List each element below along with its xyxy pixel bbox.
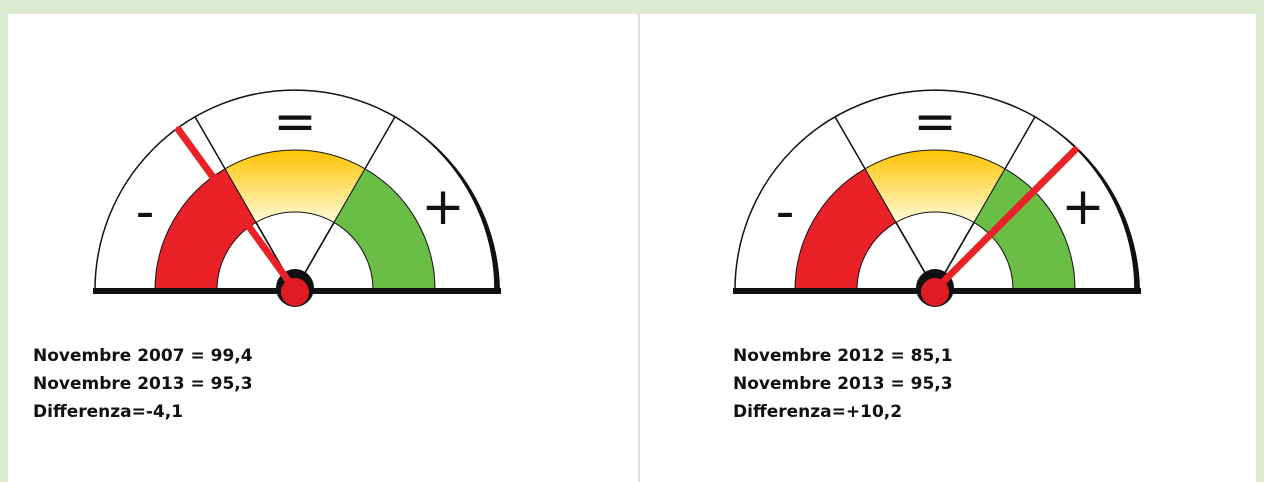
info-line: Novembre 2013 = 95,3: [33, 374, 253, 394]
needle: [931, 146, 1079, 294]
gauge-symbol: +: [421, 177, 465, 237]
info-line: Novembre 2013 = 95,3: [733, 374, 953, 394]
gauge-symbol: +: [1061, 177, 1105, 237]
hub: [921, 278, 949, 306]
needle: [175, 126, 299, 294]
gauge-symbol: =: [273, 92, 317, 152]
gauge-symbol: =: [913, 92, 957, 152]
info-line: Novembre 2012 = 85,1: [733, 346, 953, 366]
hub: [281, 278, 309, 306]
gauge-symbol: -: [776, 182, 795, 242]
info-line: Differenza=-4,1: [33, 402, 183, 422]
info-line: Differenza=+10,2: [733, 402, 902, 422]
info-line: Novembre 2007 = 99,4: [33, 346, 253, 366]
gauge-symbol: -: [136, 182, 155, 242]
